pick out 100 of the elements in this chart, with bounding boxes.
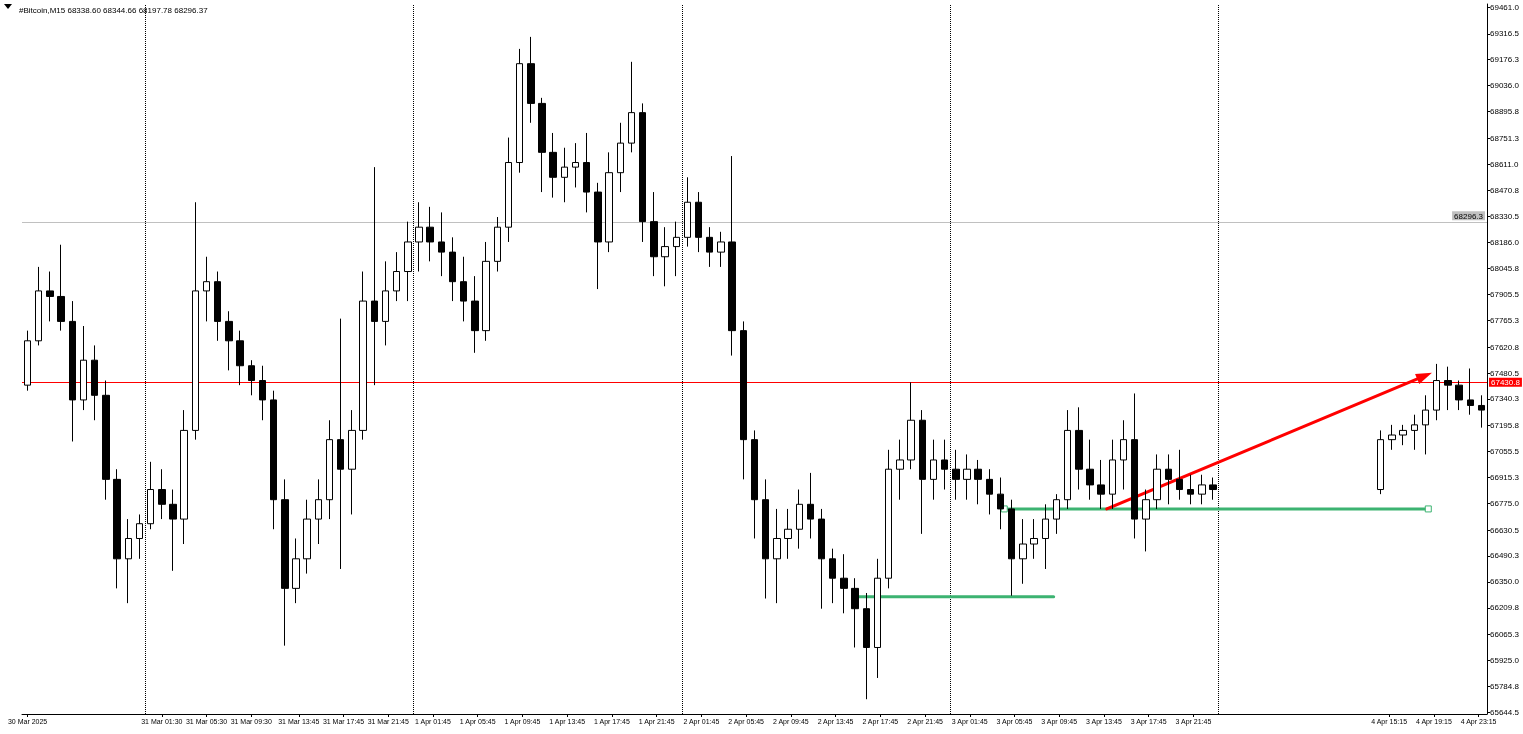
candlestick xyxy=(1086,439,1094,501)
candlestick xyxy=(359,271,367,441)
candlestick xyxy=(192,201,199,441)
candlestick xyxy=(1198,474,1206,505)
candlestick xyxy=(863,592,870,700)
candlestick xyxy=(751,429,758,539)
candlestick xyxy=(583,132,590,213)
candlestick xyxy=(393,251,400,302)
y-tick-label: 65784.8 xyxy=(1490,681,1520,691)
candlestick xyxy=(57,244,65,332)
candlestick xyxy=(717,231,725,268)
y-tick-label: 66065.3 xyxy=(1490,630,1520,639)
candlestick xyxy=(69,300,76,442)
candlestick xyxy=(102,380,110,501)
candlestick xyxy=(1042,503,1049,570)
y-tick-label: 67055.5 xyxy=(1490,447,1520,457)
candlestick xyxy=(24,330,31,392)
candlestick xyxy=(549,132,557,199)
candlestick xyxy=(1399,424,1407,446)
y-tick-label: 65925.0 xyxy=(1490,655,1520,665)
candlestick xyxy=(292,537,300,604)
candlestick xyxy=(382,260,389,346)
candlestick xyxy=(35,266,42,346)
candlestick xyxy=(348,409,356,515)
candlestick xyxy=(695,191,702,253)
y-tick-label: 68045.8 xyxy=(1490,264,1520,274)
candlestick xyxy=(326,419,333,520)
y-tick-label: 68330.5 xyxy=(1490,211,1520,221)
candlestick xyxy=(639,102,646,243)
candlestick xyxy=(997,477,1004,530)
candlestick xyxy=(203,256,210,322)
y-tick-label: 67195.8 xyxy=(1490,421,1520,431)
candlestick xyxy=(1165,453,1172,505)
candlestick xyxy=(281,478,289,647)
y-tick-label: 69461.0 xyxy=(1490,2,1520,12)
candlestick xyxy=(740,320,747,480)
candlestick xyxy=(225,310,233,371)
candlestick xyxy=(337,318,344,570)
candlestick xyxy=(482,241,490,342)
y-tick-label: 67340.3 xyxy=(1490,394,1520,404)
candlestick xyxy=(1008,499,1015,597)
candlestick xyxy=(1478,394,1485,429)
candlestick xyxy=(527,36,535,124)
candlestick xyxy=(1142,489,1150,552)
candlestick xyxy=(773,508,781,604)
candlestick xyxy=(1109,439,1116,510)
ref-line-label: 68296.3 xyxy=(1454,211,1484,221)
candlestick xyxy=(829,548,836,604)
candlestick xyxy=(807,472,814,539)
candlestick xyxy=(1064,409,1071,510)
y-tick-label: 67620.8 xyxy=(1490,342,1520,352)
y-tick-label: 66209.8 xyxy=(1490,603,1520,613)
candlestick xyxy=(1053,493,1060,535)
candlestick xyxy=(1131,392,1138,539)
candlestick xyxy=(851,577,859,648)
y-tick-label: 68751.3 xyxy=(1490,133,1520,143)
candlestick xyxy=(661,226,669,287)
candlestick xyxy=(1097,459,1105,510)
candlestick xyxy=(1467,368,1474,416)
y-tick-label: 67905.5 xyxy=(1490,290,1520,300)
candlestick xyxy=(1444,366,1452,411)
candlestick xyxy=(762,478,769,600)
y-tick-label: 69036.0 xyxy=(1490,81,1520,91)
candlestick xyxy=(1388,424,1396,451)
candlestick xyxy=(113,468,121,589)
candlestick xyxy=(1377,429,1384,495)
candlestick xyxy=(259,365,266,421)
y-tick-label: 65644.5 xyxy=(1490,707,1520,717)
y-tick-label: 69176.3 xyxy=(1490,55,1520,65)
candlestick xyxy=(248,359,255,396)
candlestick xyxy=(728,155,736,357)
candlestick xyxy=(505,137,512,243)
candlestick xyxy=(236,330,244,386)
candlestick xyxy=(169,489,177,572)
candlestick xyxy=(706,226,713,268)
candlestick xyxy=(1019,518,1027,585)
candlestick xyxy=(885,449,892,589)
candlestick xyxy=(930,439,937,501)
candlestick xyxy=(919,409,926,535)
candlestick xyxy=(941,439,948,491)
candlestick xyxy=(136,513,143,560)
candlestick xyxy=(818,508,825,610)
y-tick-label: 68895.8 xyxy=(1490,107,1520,117)
y-tick-label: 68611.0 xyxy=(1490,159,1519,169)
y-tick-label: 69316.5 xyxy=(1490,29,1520,39)
candlestick xyxy=(561,147,568,203)
y-tick-label: 67480.5 xyxy=(1490,368,1520,378)
candlestick xyxy=(1455,380,1463,411)
candlestick xyxy=(1075,406,1083,491)
candlestick xyxy=(1176,449,1183,501)
candlestick xyxy=(963,453,971,501)
candlestick xyxy=(303,499,311,575)
candlestick xyxy=(46,271,54,322)
candlestick xyxy=(784,508,792,560)
candlestick xyxy=(438,211,445,277)
candlestick xyxy=(460,256,467,322)
candlestick xyxy=(1411,414,1418,451)
candlestick xyxy=(796,489,803,550)
candlestick xyxy=(572,142,579,188)
candlestick xyxy=(1187,474,1194,505)
